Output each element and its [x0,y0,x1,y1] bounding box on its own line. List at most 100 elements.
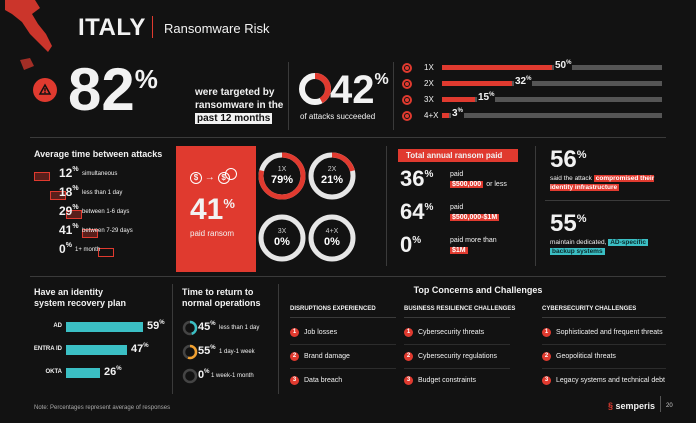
avg-time-label: simultaneous [82,171,118,177]
identity-compromised-text-1: said the attack [550,175,592,182]
page-subtitle: Ransomware Risk [164,21,270,36]
recovery-bar [66,345,127,355]
ad-backup-value: 55 [550,210,577,237]
concern-rank-badge: 3 [404,375,413,385]
warning-icon [33,78,57,102]
title-divider [152,16,153,38]
target-icon [402,111,412,121]
concern-item: 3 Legacy systems and technical debt [542,368,665,392]
section-divider [30,137,666,138]
targeted-percent: 82% [68,60,158,120]
divider [404,368,510,369]
concern-rank-badge: 3 [290,375,299,385]
percent-sign: % [116,366,122,372]
return-time-number: 45 [198,321,211,333]
recovery-bar-label: ENTRA ID [33,346,62,352]
divider [290,317,396,318]
percent-sign: % [72,223,79,230]
concern-rank-badge: 2 [290,351,299,361]
page-number: 20 [666,403,673,409]
concern-rank-badge: 2 [404,351,413,361]
calendar-icon [82,229,98,238]
divider [386,146,387,266]
recovery-plan-title-1: Have an identity [34,287,104,297]
concern-item-label: Sophisticated and frequent threats [556,328,663,336]
annual-ransom-post: or less [486,181,507,188]
avg-time-number: 18 [59,185,73,199]
identity-compromised-value: 56 [550,146,577,173]
avg-time-list: 12% simultaneous 18% less than 1 day 29% betw… [0,0,696,257]
recovery-bar-label: OKTA [45,369,62,375]
frequency-value: 50% [554,60,573,71]
avg-time-label: less than 1 day [82,190,123,196]
avg-time-number: 12 [59,166,73,180]
avg-time-number: 0 [59,242,66,256]
concern-item: 3 Data breach [290,368,342,392]
percent-sign: % [65,242,72,249]
brand-logo: § semperis [608,401,656,411]
targeted-unit: % [134,64,158,94]
brand-name: semperis [615,401,656,411]
return-time-label: 1 day-1 week [219,349,255,355]
paid-ransom-percent: 41% [190,193,235,226]
paid-ransom-panel [176,146,256,272]
header-title: ITALY [78,14,146,42]
concern-item: 2 Brand damage [290,344,350,368]
recovery-value-number: 47 [131,343,144,355]
annual-ransom-text: paid $500,000-$1M [450,203,530,223]
return-time-label: less than 1 day [219,325,260,331]
frequency-value: 32% [514,76,533,87]
return-time-label: 1 week-1 month [211,373,254,379]
concern-item: 1 Job losses [290,320,337,344]
return-time-title: Time to return to normal operations [182,287,261,309]
annual-ransom-title: Total annual ransom paid [398,149,518,162]
divider [288,62,289,130]
frequency-bar-track [442,97,662,102]
frequency-bar-fill [442,113,449,118]
divider [290,368,396,369]
calendar-icon [50,191,66,200]
identity-compromised-percent: 56% [550,146,587,173]
avg-time-label: between 7-29 days [82,228,133,234]
footnote: Note: Percentages represent average of r… [34,405,171,411]
divider [660,396,661,412]
divider [290,344,396,345]
avg-time-number: 29 [59,204,73,218]
section-divider [30,276,666,277]
divider [278,284,279,394]
concerns-title: Top Concerns and Challenges [413,285,543,295]
calendar-icon [98,248,114,257]
divider [545,200,670,201]
concern-item: 2 Geopolitical threats [542,344,616,368]
concern-item-label: Brand damage [304,352,350,360]
payment-icon: $ → $ [190,168,237,184]
divider [393,62,394,130]
concern-item-label: Cybersecurity regulations [418,352,497,360]
ring-track [258,214,306,262]
concerns-column-heading: BUSINESS RESILIENCE CHALLENGES [404,306,516,312]
concern-item: 1 Sophisticated and frequent threats [542,320,663,344]
annual-ransom-percent: 64% [400,201,433,223]
succeeded-ring [299,73,331,105]
succeeded-unit: % [374,71,389,88]
calendar-icon [66,210,82,219]
percent-sign: % [159,320,165,326]
avg-time-value: 41% [59,223,79,237]
targeted-text-1: were targeted by [195,87,275,98]
divider [542,368,666,369]
frequency-value: 3% [451,108,464,119]
concern-item: 2 Cybersecurity regulations [404,344,497,368]
succeeded-percent: 42% [330,70,389,110]
recovery-value-number: 26 [104,366,117,378]
return-time-number: 55 [198,345,211,357]
succeeded-value: 42 [330,68,375,112]
concern-item-label: Cybersecurity threats [418,328,485,336]
percent-sign: % [526,76,532,82]
country-title: ITALY [78,14,146,41]
avg-time-value: 29% [59,204,79,218]
divider [542,344,666,345]
annual-ransom-percent: 0% [400,234,421,256]
target-icon [402,79,412,89]
avg-time-value: 12% [59,166,79,180]
